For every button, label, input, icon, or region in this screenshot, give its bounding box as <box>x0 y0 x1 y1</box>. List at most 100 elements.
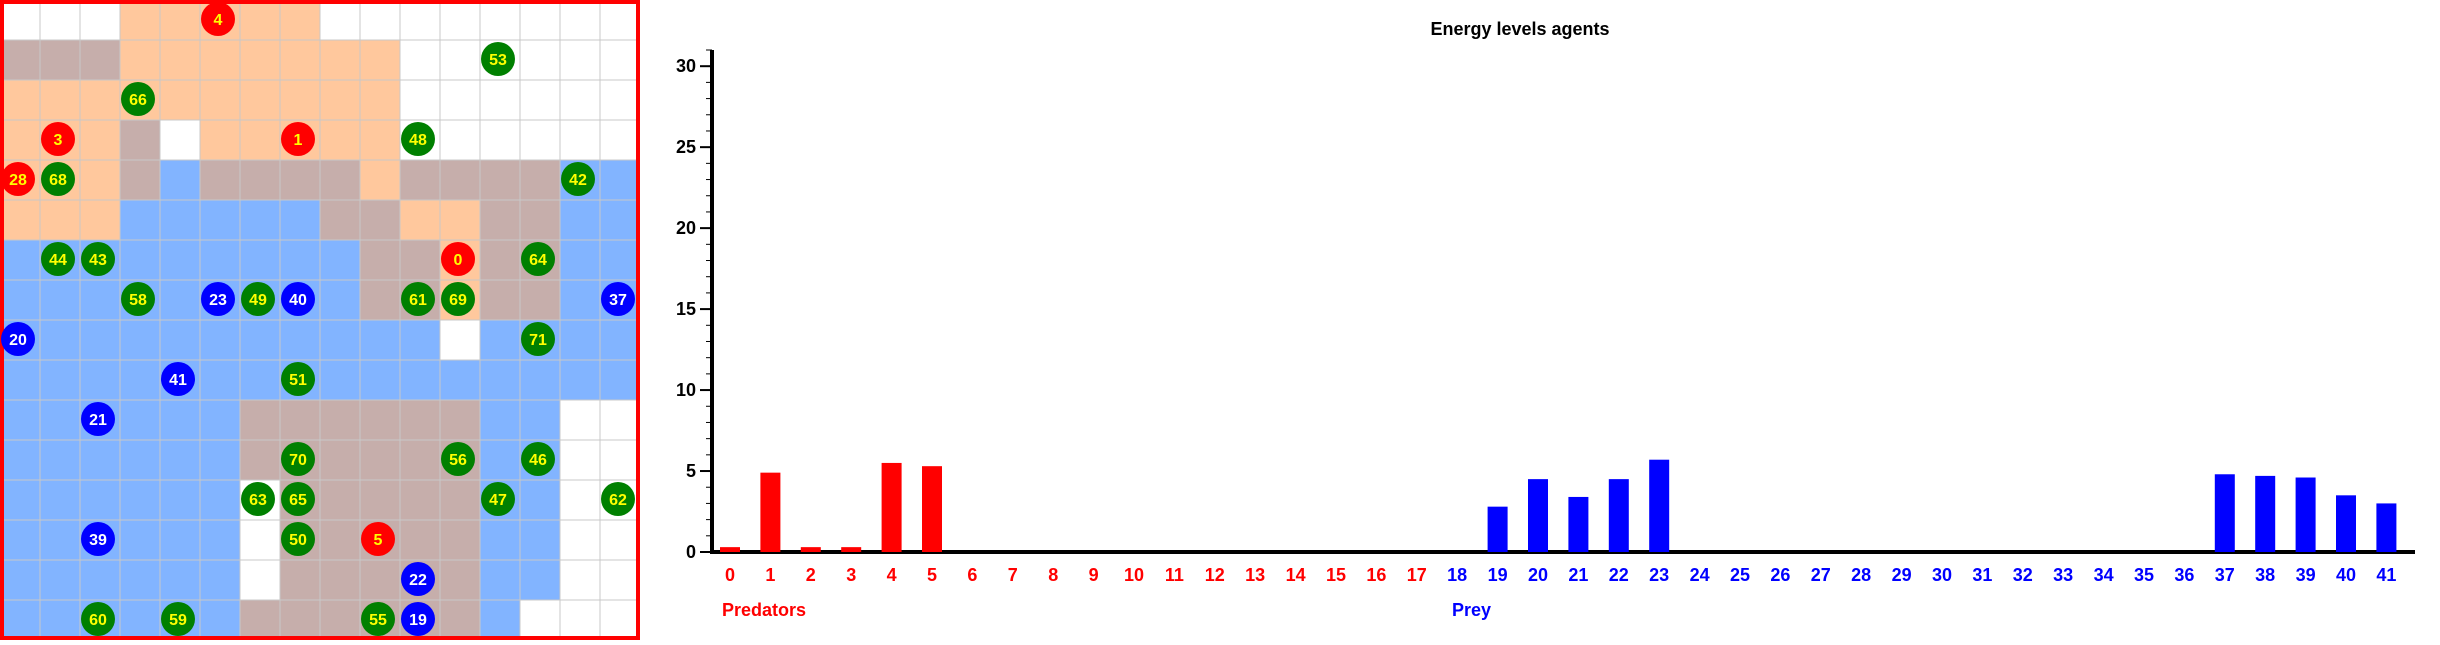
agent-marker <box>481 482 515 516</box>
agent-label: 65 <box>289 492 307 509</box>
agent-label: 41 <box>169 372 187 389</box>
agent-grass: 49 <box>241 282 275 316</box>
grid-cell <box>159 39 201 81</box>
agent-marker <box>241 482 275 516</box>
grid-cell <box>359 239 401 281</box>
agent-label: 64 <box>529 252 547 269</box>
grid-cell <box>39 599 81 641</box>
agent-predator: 5 <box>361 522 395 556</box>
bar-agent-21 <box>1568 496 1589 552</box>
agent-label: 55 <box>369 612 387 629</box>
y-tick-label: 0 <box>686 542 696 562</box>
y-tick-label: 20 <box>676 218 696 238</box>
grid-cell <box>39 79 81 121</box>
grid-cell <box>559 439 601 481</box>
grid-cell <box>0 79 41 121</box>
y-tick-label: 5 <box>686 461 696 481</box>
grid-cell <box>559 239 601 281</box>
x-tick-label: 13 <box>1245 565 1265 585</box>
grid-cell <box>239 199 281 241</box>
agent-marker <box>281 282 315 316</box>
x-tick-label: 4 <box>887 565 897 585</box>
grid-cell <box>279 239 321 281</box>
agent-label: 58 <box>129 292 147 309</box>
grid-cell <box>519 479 561 521</box>
agent-grass: 60 <box>81 602 115 636</box>
grid-cell <box>0 359 41 401</box>
grid-cell <box>399 439 441 481</box>
grid-cell <box>479 199 521 241</box>
agent-marker <box>441 282 475 316</box>
grid-cell <box>599 239 641 281</box>
grid-cell <box>559 599 601 641</box>
agent-grass: 71 <box>521 322 555 356</box>
agent-predator: 0 <box>441 242 475 276</box>
grid-cell <box>439 0 481 41</box>
agent-label: 63 <box>249 492 267 509</box>
grid-cell <box>439 159 481 201</box>
agent-prey: 21 <box>81 402 115 436</box>
grid-cell <box>0 399 41 441</box>
agent-predator: 3 <box>41 122 75 156</box>
grid-cell <box>119 519 161 561</box>
grid-cell <box>0 559 41 601</box>
agent-label: 61 <box>409 292 427 309</box>
x-tick-label: 15 <box>1326 565 1346 585</box>
grid-cell <box>199 519 241 561</box>
grid-cell <box>79 119 121 161</box>
x-tick-label: 19 <box>1488 565 1508 585</box>
x-tick-label: 28 <box>1851 565 1871 585</box>
grid-cell <box>0 239 41 281</box>
grid-cell <box>359 479 401 521</box>
agent-label: 71 <box>529 332 547 349</box>
x-tick-label: 37 <box>2215 565 2235 585</box>
x-tick-label: 2 <box>806 565 816 585</box>
agent-label: 23 <box>209 292 227 309</box>
grid-cell <box>199 439 241 481</box>
grid-cell <box>199 319 241 361</box>
grid-cell <box>119 559 161 601</box>
grid-cell <box>399 399 441 441</box>
agent-label: 46 <box>529 452 547 469</box>
grid-cell <box>439 199 481 241</box>
agent-label: 48 <box>409 132 427 149</box>
grid-cell <box>599 559 641 601</box>
agent-marker <box>121 282 155 316</box>
agent-marker <box>281 362 315 396</box>
bar-agent-19 <box>1487 506 1508 552</box>
agent-prey: 40 <box>281 282 315 316</box>
agent-label: 51 <box>289 372 307 389</box>
grid-cell <box>319 479 361 521</box>
agent-marker <box>601 482 635 516</box>
grid-cell <box>319 79 361 121</box>
grid-cell <box>479 319 521 361</box>
grid-cell <box>319 399 361 441</box>
agent-marker <box>281 122 315 156</box>
bar-agent-39 <box>2295 477 2316 552</box>
grid-cell <box>239 239 281 281</box>
grid-cell <box>239 0 281 41</box>
grid-cell <box>519 359 561 401</box>
x-tick-label: 18 <box>1447 565 1467 585</box>
agent-marker <box>441 242 475 276</box>
grid-cell <box>119 439 161 481</box>
agent-marker <box>281 482 315 516</box>
agent-label: 19 <box>409 612 427 629</box>
agent-label: 39 <box>89 532 107 549</box>
grid-cell <box>319 199 361 241</box>
grid-cell <box>159 399 201 441</box>
grid-cell <box>319 0 361 41</box>
agent-prey: 41 <box>161 362 195 396</box>
y-tick-label: 15 <box>676 299 696 319</box>
bar-agent-22 <box>1608 479 1629 552</box>
y-tick-label: 25 <box>676 137 696 157</box>
grid-cell <box>39 319 81 361</box>
grid-cell <box>79 359 121 401</box>
grid-cell <box>79 199 121 241</box>
bar-agent-37 <box>2214 474 2235 552</box>
agent-marker <box>161 602 195 636</box>
grid-cell <box>0 199 41 241</box>
grid-cell <box>399 39 441 81</box>
grid-cell <box>599 319 641 361</box>
agent-grass: 56 <box>441 442 475 476</box>
